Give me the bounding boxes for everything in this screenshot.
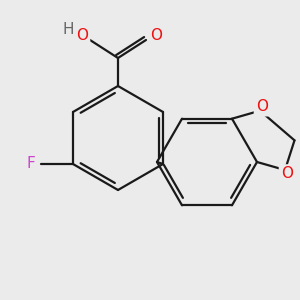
Text: O: O — [281, 167, 293, 182]
Text: F: F — [27, 157, 35, 172]
Text: O: O — [256, 99, 268, 114]
Text: H: H — [62, 22, 74, 38]
Text: O: O — [150, 28, 162, 43]
Text: O: O — [76, 28, 88, 44]
